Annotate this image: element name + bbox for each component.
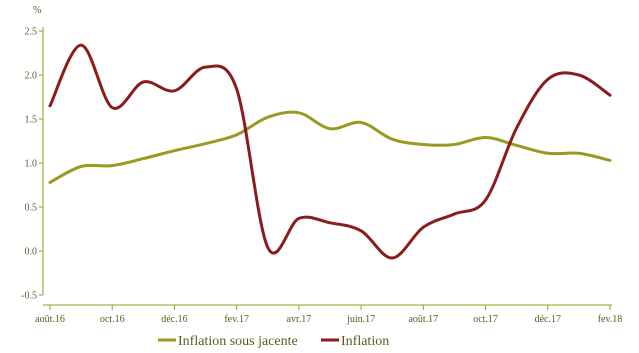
x-tick-label: déc.17 — [535, 314, 561, 325]
y-axis-ticks: 2.5 2.0 1.5 1.0 0.5 0.0 -0.5 — [21, 27, 43, 302]
y-tick-label: 2.5 — [25, 27, 38, 38]
y-tick-label: 1.5 — [25, 115, 38, 126]
x-tick-label: avr.17 — [287, 314, 312, 325]
x-tick-label: fev.18 — [598, 314, 623, 325]
legend-label-inflation-sous-jacente: Inflation sous jacente — [178, 334, 298, 349]
y-tick-label: -0.5 — [21, 291, 37, 302]
x-tick-label: août.17 — [408, 314, 438, 325]
y-tick-label: 2.0 — [25, 71, 38, 82]
x-tick-label: juin.17 — [346, 314, 375, 325]
legend: Inflation sous jacente Inflation — [158, 334, 389, 349]
y-tick-label: 0.5 — [25, 203, 38, 214]
y-tick-label: 1.0 — [25, 159, 38, 170]
x-tick-label: déc.16 — [161, 314, 187, 325]
x-axis-ticks: août.16 oct.16 déc.16 fev.17 avr.17 juin.17 ao… — [35, 305, 622, 325]
series-line-inflation-sous-jacente — [48, 110, 612, 184]
x-tick-label: fev.17 — [224, 314, 249, 325]
axes — [42, 27, 612, 306]
x-tick-label: oct.17 — [473, 314, 498, 325]
y-unit-label: % — [33, 5, 41, 16]
x-tick-label: août.16 — [35, 314, 65, 325]
legend-label-inflation: Inflation — [341, 334, 389, 349]
y-tick-label: 0.0 — [25, 247, 38, 258]
series-line-inflation — [48, 43, 612, 260]
series-lines — [48, 43, 612, 260]
x-tick-label: oct.16 — [100, 314, 125, 325]
